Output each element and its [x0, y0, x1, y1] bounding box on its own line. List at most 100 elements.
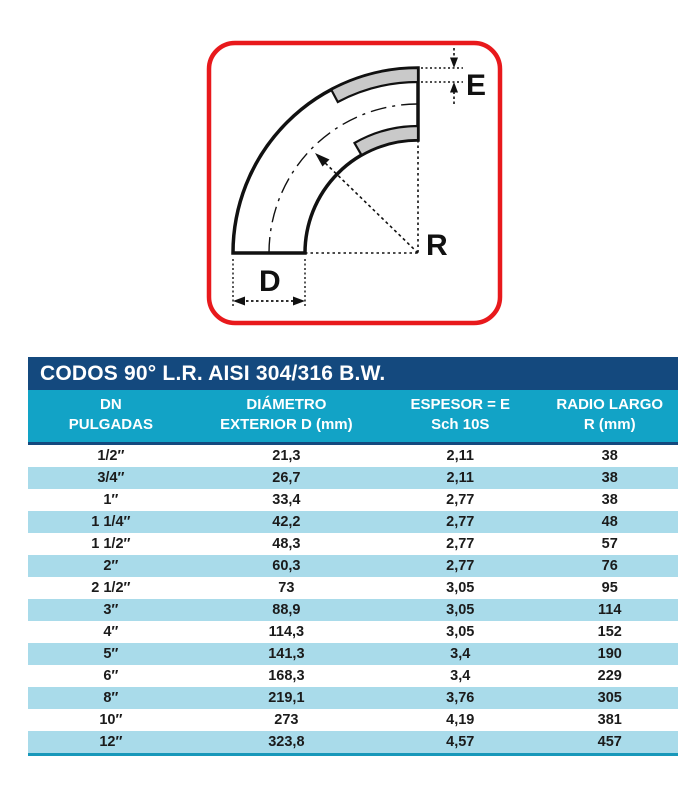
table-cell: 3,4 [450, 668, 471, 684]
table-row: 1″ 33,4 2,77 38 [28, 489, 678, 511]
radius-label: R [426, 229, 448, 262]
table-cell: 38 [601, 492, 618, 508]
table-cell: 38 [601, 448, 618, 464]
table-cell: 3,76 [446, 690, 475, 706]
diameter-label: D [259, 265, 281, 298]
table-cell: 229 [597, 668, 622, 684]
column-header-line: R (mm) [583, 416, 636, 433]
table-cell: 8″ [103, 690, 119, 706]
table-cell: 305 [597, 690, 622, 706]
column-header-espesor: ESPESOR = E Sch 10S [379, 395, 542, 435]
table-cell: 168,3 [268, 668, 305, 684]
table-row: 5″ 141,3 3,4 190 [28, 643, 678, 665]
table-cell: 114 [598, 602, 622, 618]
table-cell: 190 [597, 646, 622, 662]
table-cell: 3,05 [446, 602, 475, 618]
table-cell: 2,77 [446, 536, 475, 552]
table-cell: 21,3 [272, 448, 301, 464]
table-cell: 3″ [103, 602, 119, 618]
table-cell: 26,7 [272, 470, 301, 486]
table-cell: 219,1 [268, 690, 305, 706]
column-header-diametro: DIÁMETRO EXTERIOR D (mm) [194, 395, 379, 435]
table-cell: 1 1/4″ [91, 514, 131, 530]
radius-arrowhead-icon [315, 153, 330, 167]
table-header-row: DN PULGADAS DIÁMETRO EXTERIOR D (mm) ESP… [28, 390, 678, 445]
table-cell: 2,77 [446, 558, 475, 574]
table-cell: 1 1/2″ [91, 536, 131, 552]
table-cell: 141,3 [268, 646, 305, 662]
table-cell: 2,77 [446, 492, 475, 508]
column-header-line: PULGADAS [68, 416, 153, 433]
d-arrow-left-icon [233, 296, 245, 306]
table-cell: 5″ [103, 646, 119, 662]
thickness-label: E [466, 69, 486, 102]
table-cell: 457 [597, 734, 622, 750]
column-header-line: EXTERIOR D (mm) [220, 416, 353, 433]
table-title: CODOS 90° L.R. AISI 304/316 B.W. [28, 357, 678, 390]
table-body: 1/2″ 21,3 2,11 38 3/4″ 26,7 2,11 38 1″ 33,4 2,77 38… [28, 445, 678, 756]
table-cell: 2,77 [446, 514, 475, 530]
table-cell: 3,05 [446, 580, 475, 596]
table-cell: 2,11 [446, 470, 474, 486]
table-cell: 114,3 [268, 624, 305, 640]
column-header-line: Sch 10S [431, 416, 490, 433]
table-cell: 4″ [103, 624, 119, 640]
table-row: 4″ 114,3 3,05 152 [28, 621, 678, 643]
table-cell: 381 [597, 712, 622, 728]
outer-wall-band [329, 66, 420, 104]
column-header-radio: RADIO LARGO R (mm) [542, 395, 679, 435]
diagram-frame [206, 40, 503, 326]
elbow-diagram: R E D [205, 40, 503, 328]
table-cell: 88,9 [272, 602, 301, 618]
table-cell: 48 [601, 514, 618, 530]
table-cell: 95 [601, 580, 618, 596]
table-row: 1 1/4″ 42,2 2,77 48 [28, 511, 678, 533]
table-cell: 2 1/2″ [91, 580, 131, 596]
table-cell: 57 [601, 536, 618, 552]
column-header-dn: DN PULGADAS [28, 395, 194, 435]
table-cell: 33,4 [272, 492, 301, 508]
spec-table: CODOS 90° L.R. AISI 304/316 B.W. DN PULG… [28, 357, 678, 756]
table-cell: 3,05 [446, 624, 475, 640]
table-cell: 6″ [103, 668, 119, 684]
d-arrow-right-icon [293, 296, 305, 306]
table-cell: 38 [601, 470, 618, 486]
column-header-line: DN [100, 396, 122, 413]
column-header-line: RADIO LARGO [556, 396, 664, 413]
column-header-line: ESPESOR = E [410, 396, 511, 413]
table-cell: 3/4″ [97, 470, 125, 486]
table-cell: 152 [597, 624, 622, 640]
table-row: 1 1/2″ 48,3 2,77 57 [28, 533, 678, 555]
table-cell: 10″ [99, 712, 123, 728]
table-cell: 4,57 [446, 734, 475, 750]
e-arrow-down-icon [450, 57, 458, 68]
table-cell: 2″ [103, 558, 119, 574]
table-row: 3″ 88,9 3,05 114 [28, 599, 678, 621]
table-cell: 3,4 [450, 646, 471, 662]
inner-wall-band [352, 124, 420, 157]
table-row: 3/4″ 26,7 2,11 38 [28, 467, 678, 489]
table-cell: 4,19 [446, 712, 475, 728]
table-row: 12″ 323,8 4,57 457 [28, 731, 678, 753]
table-row: 2″ 60,3 2,77 76 [28, 555, 678, 577]
table-cell: 2,11 [446, 448, 474, 464]
table-cell: 1/2″ [97, 448, 125, 464]
table-row: 1/2″ 21,3 2,11 38 [28, 445, 678, 467]
column-header-line: DIÁMETRO [246, 396, 327, 413]
elbow-diagram-svg: R E D [206, 40, 503, 326]
table-row: 8″ 219,1 3,76 305 [28, 687, 678, 709]
table-cell: 73 [278, 580, 295, 596]
table-cell: 12″ [99, 734, 123, 750]
radius-arrow-line [318, 156, 419, 254]
table-cell: 42,2 [272, 514, 301, 530]
table-cell: 323,8 [268, 734, 305, 750]
table-cell: 1″ [103, 492, 119, 508]
centerline-arc [268, 103, 419, 254]
table-row: 2 1/2″ 73 3,05 95 [28, 577, 678, 599]
table-cell: 60,3 [272, 558, 301, 574]
table-cell: 273 [274, 712, 299, 728]
table-row: 6″ 168,3 3,4 229 [28, 665, 678, 687]
table-cell: 76 [601, 558, 618, 574]
table-row: 10″ 273 4,19 381 [28, 709, 678, 731]
